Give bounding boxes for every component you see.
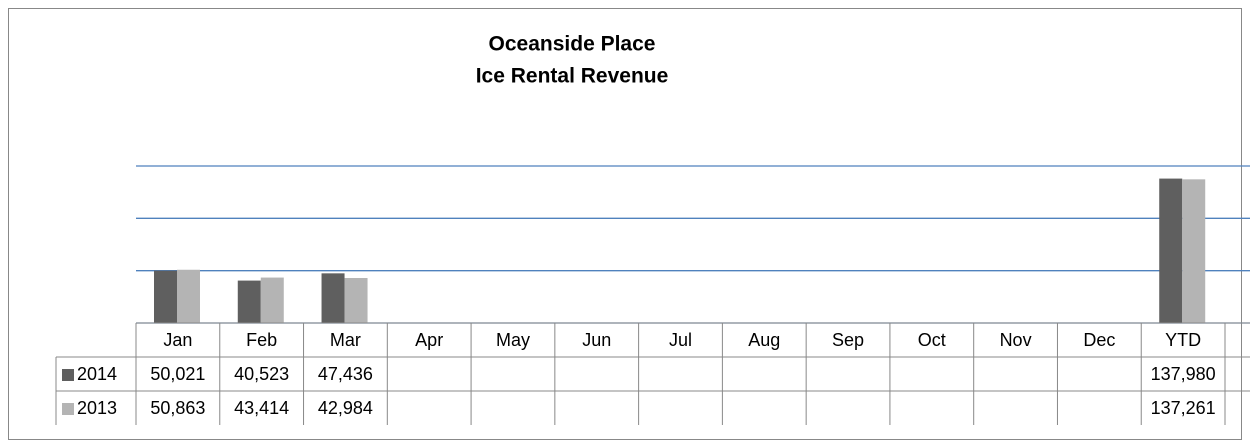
- legend-swatch: [62, 369, 74, 381]
- x-tick-label: Oct: [918, 330, 946, 350]
- x-tick-label: Mar: [330, 330, 361, 350]
- bar: [260, 277, 284, 323]
- x-tick-label: Nov: [1000, 330, 1032, 350]
- bar: [154, 270, 177, 323]
- x-tick-label: May: [496, 330, 530, 350]
- table-value: 137,980: [1151, 364, 1216, 384]
- legend-label: 2014: [77, 364, 117, 384]
- bar: [1182, 179, 1206, 323]
- chart-title: Oceanside Place: [489, 33, 656, 56]
- x-tick-label: Sep: [832, 330, 864, 350]
- bar: [177, 269, 200, 323]
- x-tick-label: Dec: [1083, 330, 1115, 350]
- x-tick-label: Aug: [748, 330, 780, 350]
- x-tick-label: Feb: [246, 330, 277, 350]
- x-tick-label: Jun: [582, 330, 611, 350]
- bar: [344, 278, 368, 323]
- table-value: 47,436: [318, 364, 373, 384]
- x-tick-label: Jul: [669, 330, 692, 350]
- x-tick-label: Apr: [415, 330, 443, 350]
- legend-swatch: [62, 403, 74, 415]
- chart-border: [8, 8, 1242, 440]
- legend-label: 2013: [77, 398, 117, 418]
- table-value: 50,863: [150, 398, 205, 418]
- table-value: 137,261: [1151, 398, 1216, 418]
- table-value: 40,523: [234, 364, 289, 384]
- table-value: 42,984: [318, 398, 373, 418]
- bar: [321, 273, 345, 323]
- chart-title: Ice Rental Revenue: [476, 65, 669, 88]
- x-tick-label: YTD: [1165, 330, 1201, 350]
- bar: [1159, 178, 1183, 323]
- table-value: 43,414: [234, 398, 289, 418]
- x-tick-label: Jan: [163, 330, 192, 350]
- bar: [237, 280, 261, 323]
- table-value: 50,021: [150, 364, 205, 384]
